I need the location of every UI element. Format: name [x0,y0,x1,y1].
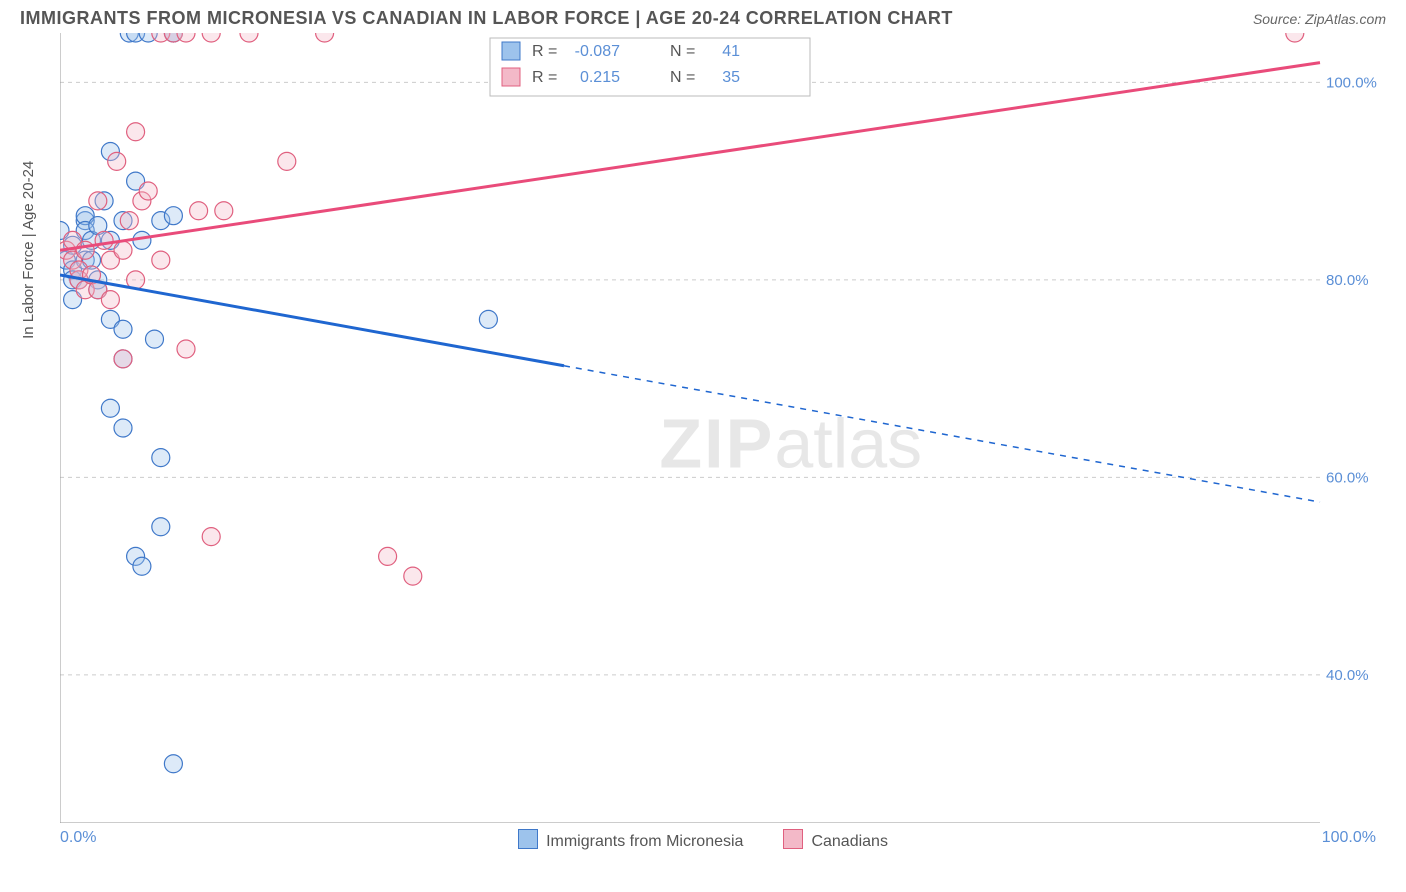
y-axis-label: In Labor Force | Age 20-24 [20,161,37,339]
svg-text:ZIPatlas: ZIPatlas [659,405,922,483]
legend-label-canadians: Canadians [811,833,888,850]
source-label: Source: ZipAtlas.com [1253,11,1386,27]
legend-swatch-canadians [783,829,803,849]
svg-text:N =: N = [670,69,695,86]
legend-swatch-micronesia [518,829,538,849]
chart-title: IMMIGRANTS FROM MICRONESIA VS CANADIAN I… [20,8,953,29]
x-axis-max-label: 100.0% [1322,829,1376,847]
chart-area: In Labor Force | Age 20-24 100.0%80.0%60… [60,33,1386,823]
legend-item-micronesia: Immigrants from Micronesia [518,829,743,851]
svg-text:60.0%: 60.0% [1326,469,1369,486]
scatter-chart: 100.0% 80.0% 60.0% 40.0% ZIPatlas R = -0.087 N … [60,33,1380,823]
svg-text:-0.087: -0.087 [575,43,620,60]
x-axis-min-label: 0.0% [60,829,96,847]
svg-text:80.0%: 80.0% [1326,272,1369,289]
svg-text:35: 35 [722,69,740,86]
svg-text:100.0%: 100.0% [1326,74,1377,91]
svg-text:R =: R = [532,69,557,86]
svg-text:R =: R = [532,43,557,60]
legend-item-canadians: Canadians [783,829,888,851]
svg-text:N =: N = [670,43,695,60]
svg-text:41: 41 [722,43,740,60]
legend-label-micronesia: Immigrants from Micronesia [546,833,743,850]
svg-text:0.215: 0.215 [580,69,620,86]
legend-footer: 0.0% Immigrants from Micronesia Canadian… [0,829,1406,851]
chart-header: IMMIGRANTS FROM MICRONESIA VS CANADIAN I… [0,0,1406,33]
svg-text:40.0%: 40.0% [1326,667,1369,684]
